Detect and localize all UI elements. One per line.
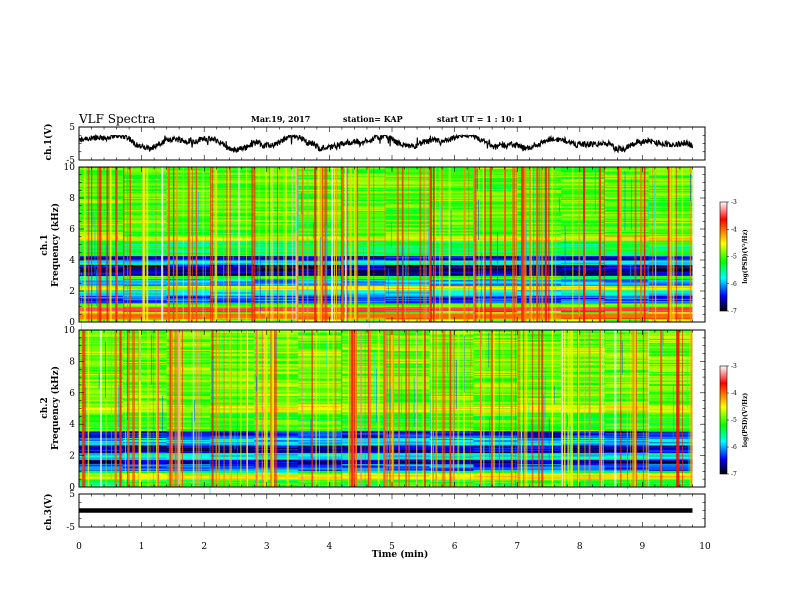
ch2-spectrogram-ytick-label: 0 (69, 483, 75, 493)
colorbar-label: log(PSD)(V²/Hz) (742, 393, 749, 448)
ch2-spectrogram-panel: 0 2 4 6 8 10 (64, 326, 706, 498)
ch1-waveform-panel: 5 -5 (66, 123, 706, 166)
x-tick-label: 6 (452, 542, 458, 552)
x-tick-label: 8 (577, 542, 583, 552)
station-label: station= KAP (343, 114, 403, 124)
ch2-spectrogram-ytick-label: 8 (69, 357, 75, 367)
ch1-waveform-frame (78, 126, 706, 161)
ch1-spectrogram-ytick-label: 2 (69, 287, 75, 297)
x-tick-label: 2 (201, 542, 207, 552)
ch1-colorbar: -3 -4 -5 -6 -7 log(PSD)(V²/Hz) (719, 199, 749, 315)
ch3-waveform-ylabel: ch.3(V) (43, 494, 54, 531)
colorbar-tick-label: -6 (731, 281, 737, 288)
ch1-spectrogram-ylabel: Frequency (kHz) (50, 203, 61, 287)
ch1-spectrogram-frame (78, 166, 706, 323)
ch2-spectrogram-frame (78, 329, 706, 488)
ch2-colorbar: -3 -4 -5 -6 -7 log(PSD)(V²/Hz) (719, 363, 749, 478)
colorbar-tick-label: -3 (731, 363, 737, 370)
x-tick-label: 0 (76, 542, 82, 552)
ch1-waveform-ylabel: ch.1(V) (43, 124, 54, 161)
x-tick-label: 1 (139, 542, 145, 552)
colorbar-gradient (720, 366, 727, 474)
colorbar-tick-label: -5 (731, 254, 737, 261)
ch1-waveform-line (78, 133, 694, 154)
ch1-spectrogram-panel: 0 2 4 6 8 10 (64, 163, 706, 331)
colorbar-gradient (720, 202, 727, 311)
ch1-spectrogram-channel-label: ch.1 (40, 234, 50, 255)
ch2-spectrogram-columns (81, 330, 693, 498)
colorbar-tick-label: -3 (731, 199, 737, 206)
x-tick-label: 3 (264, 542, 270, 552)
ch1-spectrogram-ytick-label: 0 (69, 318, 75, 328)
colorbar-tick-label: -4 (731, 226, 737, 233)
ch3-waveform-ytick-label: 5 (69, 490, 75, 500)
colorbar-tick-label: -7 (731, 308, 737, 315)
colorbar-label: log(PSD)(V²/Hz) (742, 229, 749, 284)
ch2-spectrogram-ylabel: Frequency (kHz) (50, 366, 61, 450)
ch2-spectrogram-channel-label: ch.2 (40, 397, 50, 418)
ch1-spectrogram-ytick-label: 10 (64, 163, 76, 173)
ch2-spectrogram-ytick-label: 4 (69, 420, 75, 430)
colorbar-tick-label: -6 (731, 444, 737, 451)
ch1-spectrogram-ytick-label: 8 (69, 194, 75, 204)
x-axis-label: Time (min) (372, 549, 429, 560)
ch1-spectrogram-ytick-label: 4 (69, 256, 75, 266)
ch3-waveform-frame (78, 493, 706, 528)
ch1-waveform-ytick-label: -5 (66, 156, 75, 166)
start-time-label: start UT = 1 : 10: 1 (437, 114, 523, 124)
x-tick-label: 7 (514, 542, 520, 552)
colorbar-tick-label: -5 (731, 417, 737, 424)
date-label: Mar.19, 2017 (251, 114, 310, 124)
x-tick-label: 9 (640, 542, 646, 552)
ch3-waveform-ytick-label: -5 (66, 523, 75, 533)
colorbar-tick-label: -4 (731, 390, 737, 397)
x-tick-label: 4 (327, 542, 333, 552)
ch1-spectrogram-columns (79, 167, 692, 331)
figure-title: VLF Spectra (78, 112, 155, 126)
ch2-spectrogram-ytick-label: 2 (69, 452, 75, 462)
ch2-spectrogram-ytick-label: 10 (64, 326, 76, 336)
colorbar-tick-label: -7 (731, 471, 737, 478)
x-tick-label: 5 (389, 542, 395, 552)
ch1-waveform-ytick-label: 5 (69, 123, 75, 133)
ch3-waveform-panel: 5 -50 1 2 3 4 5 6 7 8 9 10 (66, 490, 711, 552)
ch2-spectrogram-ytick-label: 6 (69, 389, 75, 399)
ch1-spectrogram-ytick-label: 6 (69, 225, 75, 235)
x-tick-label: 10 (699, 542, 711, 552)
